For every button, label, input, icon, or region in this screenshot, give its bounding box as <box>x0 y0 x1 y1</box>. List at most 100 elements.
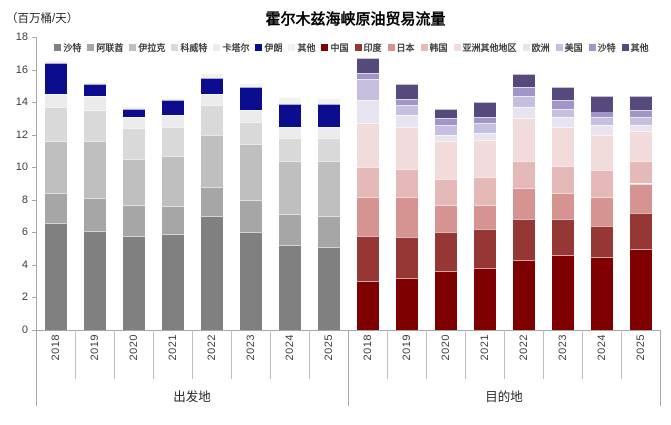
x-axis-year-separator <box>309 330 310 379</box>
bar-segment <box>317 98 340 104</box>
legend-item: 美国 <box>555 41 583 54</box>
legend-item: 沙特 <box>588 41 616 54</box>
bar-segment <box>317 216 340 247</box>
y-axis-tick-label: 16 <box>15 63 28 76</box>
x-axis-year-label: 2020 <box>114 334 153 380</box>
bar-segment <box>44 141 67 194</box>
legend-swatch-icon <box>129 44 137 51</box>
x-axis-year-label: 2024 <box>582 334 621 380</box>
bar-segment <box>278 160 301 215</box>
bar-segment <box>122 235 145 330</box>
bar-segment <box>122 106 145 109</box>
bar-segment <box>512 74 535 88</box>
bar-segment <box>473 268 496 330</box>
bar-segment <box>629 131 652 161</box>
bar-segment <box>473 102 496 117</box>
bar-segment <box>44 222 67 330</box>
legend-swatch-icon <box>621 44 629 51</box>
bar-segment <box>395 168 418 197</box>
bar-segment <box>122 116 145 129</box>
bar-segment <box>44 93 67 107</box>
bar-segment <box>629 110 652 117</box>
bar-segment <box>629 248 652 330</box>
bar-segment <box>356 123 379 168</box>
bar-segment <box>317 246 340 330</box>
legend-item: 日本 <box>387 41 415 54</box>
bar-segment <box>590 111 613 117</box>
legend-swatch-icon <box>87 44 95 51</box>
legend-swatch-icon <box>522 44 530 51</box>
bar-segment <box>161 155 184 207</box>
bar-segment <box>161 126 184 156</box>
group-label-destination: 目的地 <box>485 390 523 404</box>
bar-segment <box>434 141 457 179</box>
y-axis-tick-mark <box>32 167 36 169</box>
x-axis-year-label-text: 2025 <box>322 334 335 361</box>
bar-segment <box>44 106 67 142</box>
bar-segment <box>590 225 613 257</box>
bar-segment <box>590 134 613 171</box>
legend-item: 亚洲其他地区 <box>453 41 517 54</box>
bar-segment <box>356 79 379 101</box>
x-axis-year-label-text: 2021 <box>478 334 491 361</box>
x-axis-year-label-text: 2022 <box>517 334 530 361</box>
y-axis-tick-mark <box>32 134 36 136</box>
bar-segment <box>200 77 223 94</box>
bar-segment <box>551 108 574 117</box>
bar-segment <box>44 193 67 223</box>
bar-segment <box>278 97 301 104</box>
bar-segment <box>278 103 301 127</box>
bar-segment <box>629 160 652 184</box>
bar-segment <box>473 176 496 205</box>
bar-segment <box>200 186 223 217</box>
bar-segment <box>395 115 418 127</box>
bar-segment <box>590 116 613 125</box>
bar-segment <box>434 108 457 119</box>
x-axis-year-label-text: 2021 <box>166 334 179 361</box>
legend-swatch-icon <box>255 44 263 51</box>
bar-segment <box>239 199 262 233</box>
legend-swatch-icon <box>213 44 221 51</box>
x-axis-year-label-text: 2019 <box>400 334 413 361</box>
legend-label: 伊拉克 <box>138 43 166 53</box>
bar-segment <box>83 110 106 142</box>
x-axis-year-label-text: 2024 <box>595 334 608 361</box>
legend-label: 美国 <box>564 43 583 53</box>
bar-segment <box>395 196 418 238</box>
bar-segment <box>278 245 301 330</box>
x-axis-year-label: 2025 <box>621 334 660 380</box>
bar-segment <box>512 219 535 260</box>
legend-item: 其他 <box>621 41 649 54</box>
bar-segment <box>395 126 418 169</box>
bar-segment <box>590 170 613 197</box>
bar-segment <box>473 139 496 177</box>
bar-segment <box>356 167 379 197</box>
bar-segment <box>161 100 184 116</box>
y-axis-tick-mark <box>32 69 36 71</box>
x-axis-year-separator <box>465 330 466 379</box>
legend-label: 其他 <box>297 43 316 53</box>
x-axis-year-label: 2023 <box>231 334 270 380</box>
x-axis-year-label-text: 2020 <box>439 334 452 361</box>
bar-segment <box>434 118 457 125</box>
legend-swatch-icon <box>321 44 329 51</box>
bar-segment <box>629 212 652 249</box>
group-bracket-line <box>348 330 349 406</box>
bar-segment <box>356 58 379 73</box>
x-axis-year-label-text: 2018 <box>361 334 374 361</box>
legend-label: 欧洲 <box>531 43 550 53</box>
bar-segment <box>278 126 301 138</box>
bar-segment <box>551 165 574 194</box>
bar-segment <box>551 219 574 256</box>
legend-item: 韩国 <box>420 41 448 54</box>
bar-segment <box>83 230 106 330</box>
y-axis-tick-label: 0 <box>21 324 28 336</box>
x-axis-year-separator <box>114 330 115 379</box>
bar-segment <box>83 198 106 231</box>
legend-swatch-icon <box>555 44 563 51</box>
x-axis-year-label: 2025 <box>309 334 348 380</box>
bar-segment <box>512 160 535 189</box>
bar-segment <box>434 204 457 233</box>
bar-segment <box>590 256 613 330</box>
x-axis-year-label: 2020 <box>426 334 465 380</box>
